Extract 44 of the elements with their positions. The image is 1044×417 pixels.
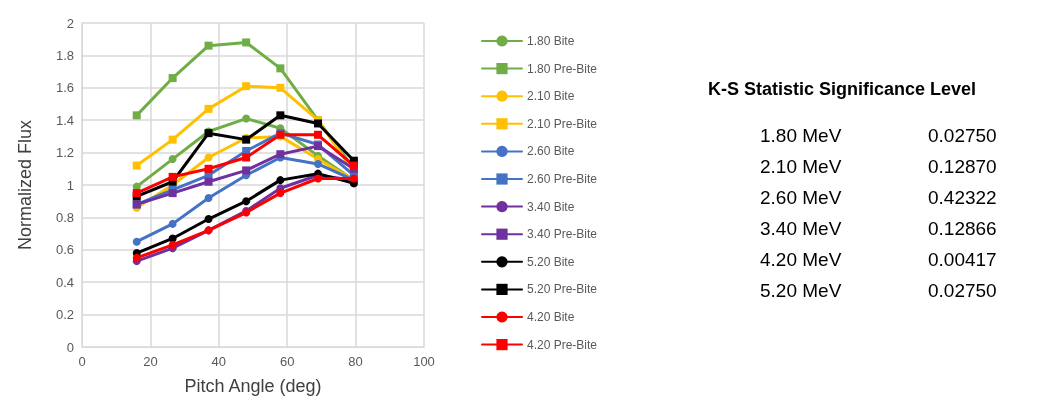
legend-label: 4.20 Bite [527, 310, 575, 324]
y-axis-title: Normalized Flux [15, 119, 35, 251]
text: 0.00417 [928, 249, 997, 270]
legend-label: 1.80 Bite [527, 34, 575, 48]
legend-label: 1.80 Pre-Bite [527, 61, 598, 76]
legend-label: 2.60 Bite [527, 144, 575, 159]
text: 0.42322 [928, 187, 997, 208]
legend-label: 4.20 Pre-Bite [527, 337, 598, 352]
y-tick-label: 1 [66, 177, 74, 193]
text: 0.12866 [928, 218, 997, 239]
y-tick-label: 0 [66, 339, 74, 355]
y-tick-label: 1.8 [55, 47, 74, 63]
y-tick-label: 1.6 [55, 80, 74, 96]
x-tick-label: 80 [348, 354, 363, 369]
legend-label: 5.20 Pre-Bite [527, 282, 598, 297]
text: 0.02750 [928, 280, 997, 301]
legend-label: 2.10 Pre-Bite [527, 116, 598, 131]
y-tick-label: 0.4 [55, 274, 74, 290]
y-tick-label: 1.2 [55, 145, 74, 161]
y-tick-label: 2 [66, 15, 74, 31]
legend-label: 3.40 Bite [527, 199, 575, 214]
text: 3.40 MeV [760, 218, 842, 239]
y-tick-label: 0.8 [55, 209, 74, 225]
x-axis-title: Pitch Angle (deg) [184, 376, 322, 396]
legend-label: 5.20 Bite [527, 254, 575, 269]
text: 2.60 MeV [760, 187, 842, 208]
y-tick-label: 0.2 [55, 307, 74, 323]
y-tick-label: 0.6 [55, 242, 74, 258]
text: 0.02750 [928, 125, 997, 146]
y-tick-label: 1.4 [55, 112, 74, 128]
x-tick-label: 20 [143, 354, 158, 369]
legend-label: 2.10 Bite [527, 89, 575, 104]
x-tick-label: 100 [413, 354, 435, 369]
x-tick-label: 60 [279, 354, 295, 369]
text: 1.80 MeV [760, 125, 842, 146]
text: 0.12870 [928, 156, 997, 177]
text: 4.20 MeV [760, 249, 842, 270]
legend-label: 3.40 Pre-Bite [527, 227, 598, 242]
text: 5.20 MeV [760, 280, 842, 301]
text: 2.10 MeV [760, 156, 842, 177]
text: K-S Statistic Significance Level [708, 79, 977, 99]
x-tick-label: 0 [78, 354, 86, 369]
x-tick-label: 40 [211, 354, 227, 369]
legend-label: 2.60 Pre-Bite [527, 172, 598, 186]
